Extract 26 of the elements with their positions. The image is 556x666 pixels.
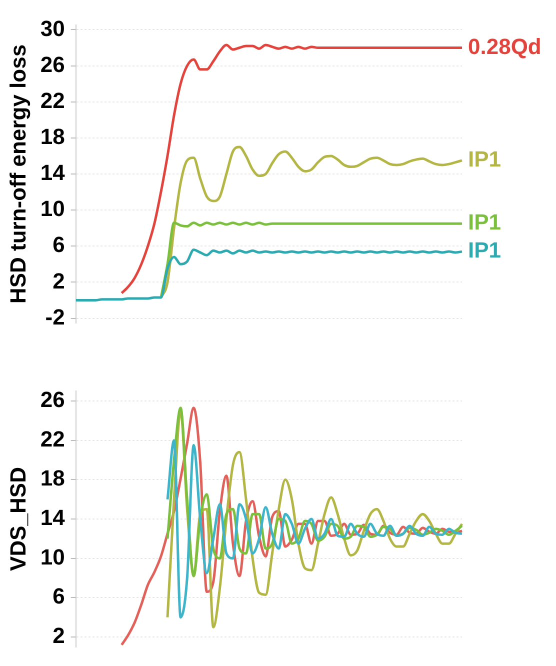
y-tick-label: 26 <box>40 387 65 412</box>
y-axis-title: VDS_HSD <box>5 467 30 571</box>
y-tick-label: 6 <box>52 584 65 609</box>
y-tick-label: 14 <box>40 505 66 530</box>
line-series <box>160 221 464 299</box>
y-tick-label: -2 <box>45 304 65 330</box>
series-label: 0.28Qd <box>468 34 542 59</box>
y-tick-label: 18 <box>40 466 65 491</box>
y-tick-label: 6 <box>52 232 65 258</box>
y-tick-label: 10 <box>40 196 65 222</box>
y-tick-label: 10 <box>40 544 65 570</box>
y-tick-label: 30 <box>40 16 65 41</box>
series-label: IP1 <box>468 238 502 263</box>
y-tick-label: 2 <box>52 268 65 294</box>
y-tick-label: 18 <box>40 124 65 149</box>
y-tick-label: 22 <box>40 88 65 113</box>
y-tick-label: 14 <box>40 160 66 186</box>
y-tick-label: 2 <box>52 623 65 648</box>
y-axis-title: HSD turn-off energy loss <box>5 44 30 304</box>
y-tick-label: 26 <box>40 52 65 77</box>
series-label: IP1 <box>468 210 502 235</box>
line-series <box>166 439 464 619</box>
y-tick-label: 22 <box>40 426 65 452</box>
line-series <box>74 248 464 302</box>
series-label: IP1 <box>468 146 502 172</box>
line-series <box>120 44 464 294</box>
